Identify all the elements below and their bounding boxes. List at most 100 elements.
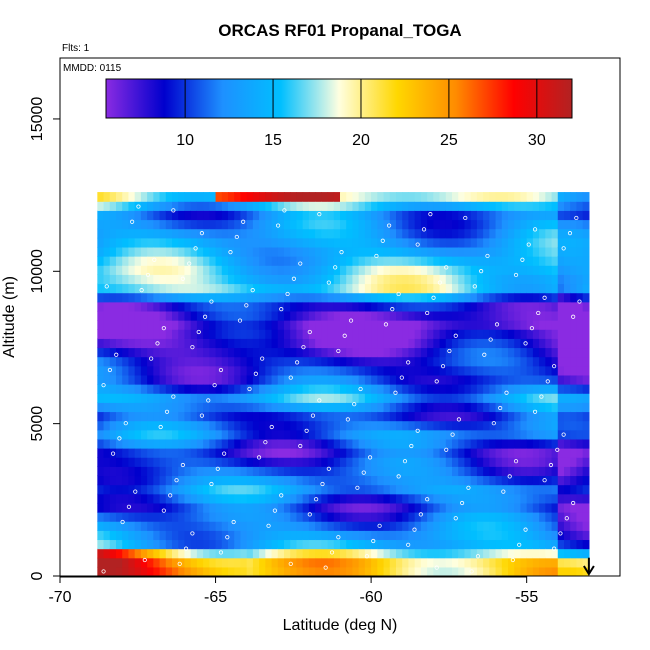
heatmap-cell (116, 530, 123, 541)
heatmap-cell (340, 530, 347, 541)
heatmap-cell (520, 320, 528, 330)
heatmap-cell (476, 219, 484, 230)
heatmap-cell (103, 411, 111, 422)
heatmap-cell (557, 466, 565, 477)
heatmap-cell (564, 301, 571, 312)
heatmap-cell (234, 429, 242, 440)
heatmap-cell (315, 466, 322, 477)
heatmap-cell (265, 429, 273, 440)
heatmap-cell (408, 228, 416, 239)
heatmap-cell (97, 493, 105, 504)
x-tick-label-3: -55 (515, 589, 538, 606)
heatmap-cell (557, 374, 565, 385)
heatmap-cell (551, 548, 559, 559)
heatmap-cell (116, 274, 123, 285)
heatmap-cell (196, 484, 204, 495)
heatmap-cell (122, 393, 130, 403)
heatmap-cell (557, 475, 565, 486)
heatmap-cell (427, 566, 434, 576)
heatmap-cell (265, 502, 273, 513)
heatmap-cell (116, 310, 123, 321)
heatmap-cell (178, 210, 186, 221)
heatmap-cell (420, 566, 428, 576)
heatmap-cell (545, 557, 553, 568)
heatmap-cell (259, 411, 266, 422)
heatmap-cell (103, 438, 111, 449)
heatmap-cell (147, 292, 154, 303)
heatmap-cell (308, 228, 316, 239)
heatmap-cell (234, 246, 242, 257)
heatmap-cell (128, 438, 136, 449)
heatmap-cell (445, 301, 453, 312)
heatmap-cell (190, 356, 198, 367)
heatmap-cell (414, 512, 422, 522)
heatmap-cell (371, 283, 378, 294)
heatmap-cell (557, 320, 565, 330)
heatmap-cell (532, 338, 540, 349)
sample-point (542, 295, 547, 300)
heatmap-cell (570, 347, 578, 358)
heatmap-cell (408, 310, 416, 321)
heatmap-cell (259, 457, 266, 467)
heatmap-cell (277, 292, 285, 303)
heatmap-cell (296, 475, 304, 486)
heatmap-cell (302, 256, 310, 266)
heatmap-cell (284, 246, 291, 257)
heatmap-cell (165, 411, 173, 422)
heatmap-cell (564, 502, 571, 513)
heatmap-cell (122, 246, 130, 257)
heatmap-cell (476, 192, 484, 202)
heatmap-cell (296, 265, 304, 275)
heatmap-cell (290, 466, 298, 477)
heatmap-cell (489, 530, 497, 541)
heatmap-cell (346, 402, 354, 413)
heatmap-cell (420, 320, 428, 330)
heatmap-cell (308, 365, 316, 376)
heatmap-cell (178, 530, 186, 541)
heatmap-cell (296, 448, 304, 458)
sample-point (260, 356, 265, 361)
heatmap-cell (128, 338, 136, 349)
heatmap-cell (576, 502, 584, 513)
heatmap-cell (178, 320, 186, 330)
heatmap-cell (476, 530, 484, 541)
x-axis-label: Latitude (deg N) (283, 617, 398, 634)
sample-point (161, 326, 166, 331)
heatmap-cell (352, 539, 360, 550)
heatmap-cell (172, 557, 179, 568)
heatmap-cell (128, 347, 136, 358)
heatmap-cell (389, 438, 397, 449)
heatmap-cell (427, 283, 434, 294)
heatmap-cell (308, 393, 316, 403)
heatmap-cell (302, 292, 310, 303)
heatmap-cell (427, 521, 434, 531)
heatmap-cell (265, 566, 273, 576)
heatmap-cell (340, 448, 347, 458)
heatmap-cell (508, 420, 515, 431)
heatmap-cell (433, 347, 441, 358)
heatmap-cell (352, 201, 360, 211)
sample-point (130, 219, 135, 224)
heatmap-cell (545, 502, 553, 513)
heatmap-cell (576, 329, 584, 339)
heatmap-cell (532, 493, 540, 504)
heatmap-cell (408, 210, 416, 221)
heatmap-cell (234, 539, 242, 550)
heatmap-cell (116, 374, 123, 385)
heatmap-cell (520, 411, 528, 422)
heatmap-cell (501, 466, 509, 477)
heatmap-cell (570, 320, 578, 330)
sample-point (136, 204, 141, 209)
heatmap-cell (396, 521, 403, 531)
heatmap-cell (377, 201, 385, 211)
heatmap-cell (265, 320, 273, 330)
heatmap-cell (396, 493, 403, 504)
heatmap-cell (221, 484, 229, 495)
heatmap-cell (508, 374, 515, 385)
heatmap-cell (340, 292, 347, 303)
heatmap-cell (209, 246, 217, 257)
heatmap-cell (408, 365, 416, 376)
heatmap-cell (576, 265, 584, 275)
heatmap-cell (557, 521, 565, 531)
heatmap-cell (128, 192, 136, 202)
